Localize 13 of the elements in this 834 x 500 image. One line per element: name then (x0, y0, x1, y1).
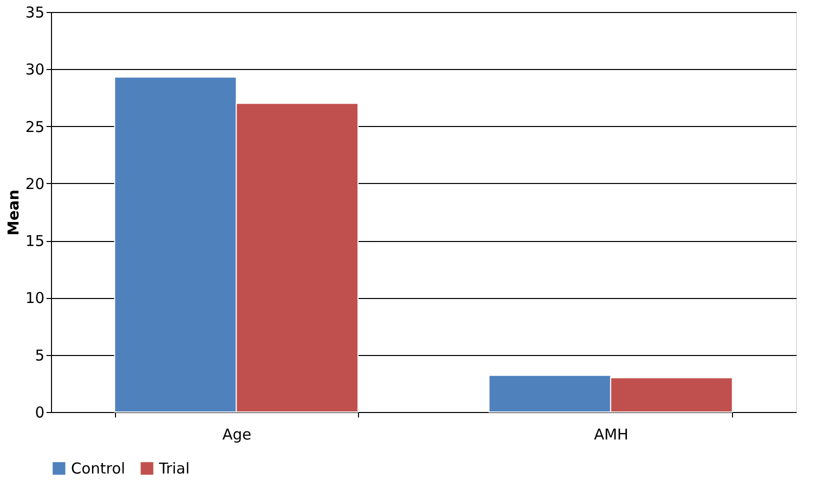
legend-label: Control (71, 459, 126, 478)
y-tick-label: 20 (25, 174, 44, 193)
legend-label: Trial (158, 459, 190, 478)
y-tick-label: 15 (25, 232, 44, 250)
y-tick-label: 10 (25, 289, 44, 308)
y-tick-label: 25 (25, 118, 44, 136)
y-tick-label: 30 (25, 60, 44, 79)
y-tick-label: 35 (25, 4, 44, 22)
y-tick-label: 0 (34, 404, 44, 422)
y-tick-label: 5 (34, 346, 44, 364)
x-tick-label: Age (222, 426, 252, 444)
x-tick-label: AMH (594, 426, 628, 444)
y-axis-title: Mean (4, 190, 22, 236)
